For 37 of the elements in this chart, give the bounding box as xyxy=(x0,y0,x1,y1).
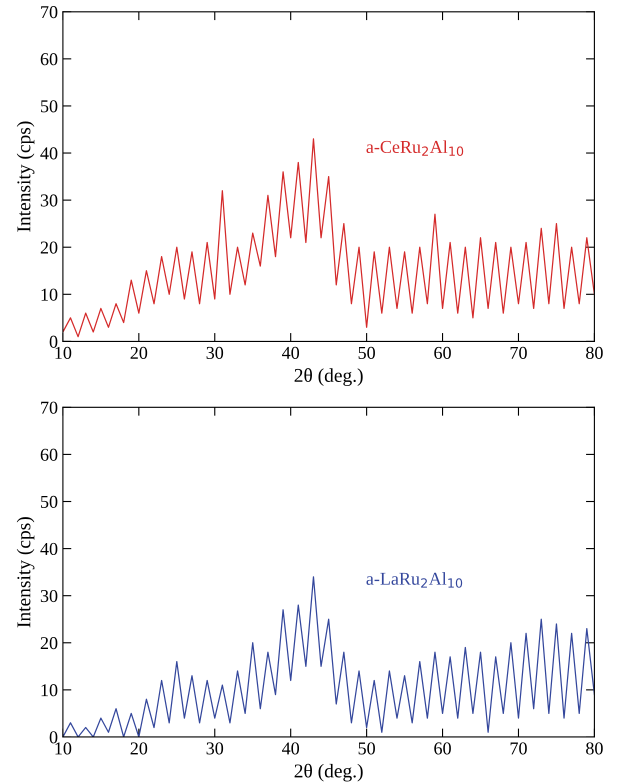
y-tick-label: 70 xyxy=(41,6,58,18)
x-tick-label: 40 xyxy=(282,742,300,755)
x-axis-title: 2θ (deg.) xyxy=(294,764,363,782)
x-tick-label: 80 xyxy=(586,346,603,359)
y-tick-label: 20 xyxy=(40,637,58,650)
x-tick-label: 30 xyxy=(206,742,224,755)
x-tick-label: 50 xyxy=(358,742,375,755)
x-tick-label: 70 xyxy=(510,346,527,359)
x-tick-label: 30 xyxy=(206,346,224,359)
y-tick-label: 30 xyxy=(40,590,58,602)
x-tick-label: 40 xyxy=(282,346,300,359)
x-tick-label: 20 xyxy=(130,346,148,359)
y-tick-label: 10 xyxy=(42,288,58,301)
y-tick-label: 60 xyxy=(40,448,58,461)
y-tick-label: 20 xyxy=(40,241,58,254)
y-tick-label: 40 xyxy=(40,147,58,160)
line-series xyxy=(62,138,594,338)
y-axis-title: Intensity (cps) xyxy=(16,122,34,232)
x-tick-label: 70 xyxy=(510,742,527,755)
text: a-CeRu$_{2}$Al$_{10}$ xyxy=(366,140,464,156)
x-tick-label: 50 xyxy=(358,346,375,359)
x-axis-title: 2θ (deg.) xyxy=(294,368,363,386)
y-tick-label: 10 xyxy=(42,684,58,696)
y-tick-label: 60 xyxy=(40,53,58,66)
y-tick-label: 0 xyxy=(50,336,58,348)
x-tick-label: 60 xyxy=(434,742,451,755)
y-tick-label: 70 xyxy=(41,402,58,414)
x-tick-label: 80 xyxy=(586,742,603,755)
text: a-LaRu$_{2}$Al$_{10}$ xyxy=(366,572,462,588)
x-tick-label: 20 xyxy=(130,742,148,755)
y-tick-label: 40 xyxy=(40,542,58,556)
y-tick-label: 50 xyxy=(41,496,58,508)
x-tick-label: 60 xyxy=(434,346,451,359)
y-tick-label: 50 xyxy=(41,100,58,112)
y-axis-title: Intensity (cps) xyxy=(16,517,34,628)
y-tick-label: 30 xyxy=(40,194,58,207)
y-tick-label: 0 xyxy=(50,731,58,744)
